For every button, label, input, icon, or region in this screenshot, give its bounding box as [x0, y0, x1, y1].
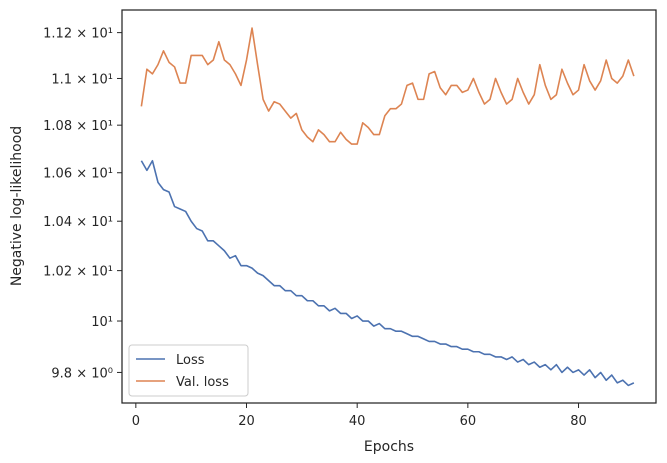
plot-frame: [121, 9, 657, 404]
x-tick-label: 0: [132, 414, 140, 429]
x-tick-label: 80: [570, 414, 587, 429]
x-tick-label: 20: [238, 414, 255, 429]
x-axis-label: Epochs: [364, 439, 414, 455]
legend-box: [128, 344, 249, 397]
y-tick-label: 1.06 × 10¹: [43, 167, 113, 182]
y-axis-ticks: 9.8 × 10⁰ 10¹ 1.02 × 10¹ 1.04 × 10¹ 1.06 × 1…: [43, 27, 122, 381]
y-axis-label: Negative log-likelihood: [9, 126, 25, 286]
y-tick-label: 1.1 × 10¹: [51, 72, 113, 87]
y-tick-label: 1.04 × 10¹: [43, 215, 113, 230]
y-tick-label: 9.8 × 10⁰: [51, 366, 113, 381]
series-line-loss: [140, 159, 635, 387]
series-layer: [140, 27, 635, 387]
x-axis-ticks: 0 20 40 60 80: [132, 403, 587, 429]
y-tick-label: 1.12 × 10¹: [43, 27, 113, 42]
series-line-val-loss: [140, 27, 635, 145]
y-tick-label: 1.02 × 10¹: [43, 265, 113, 280]
x-tick-label: 60: [460, 414, 477, 429]
legend-label-loss: Loss: [176, 353, 205, 368]
legend: Loss Val. loss: [128, 344, 249, 397]
x-tick-label: 40: [349, 414, 366, 429]
y-tick-label: 10¹: [91, 315, 113, 330]
legend-label-val-loss: Val. loss: [176, 375, 229, 390]
y-tick-label: 1.08 × 10¹: [43, 119, 113, 134]
